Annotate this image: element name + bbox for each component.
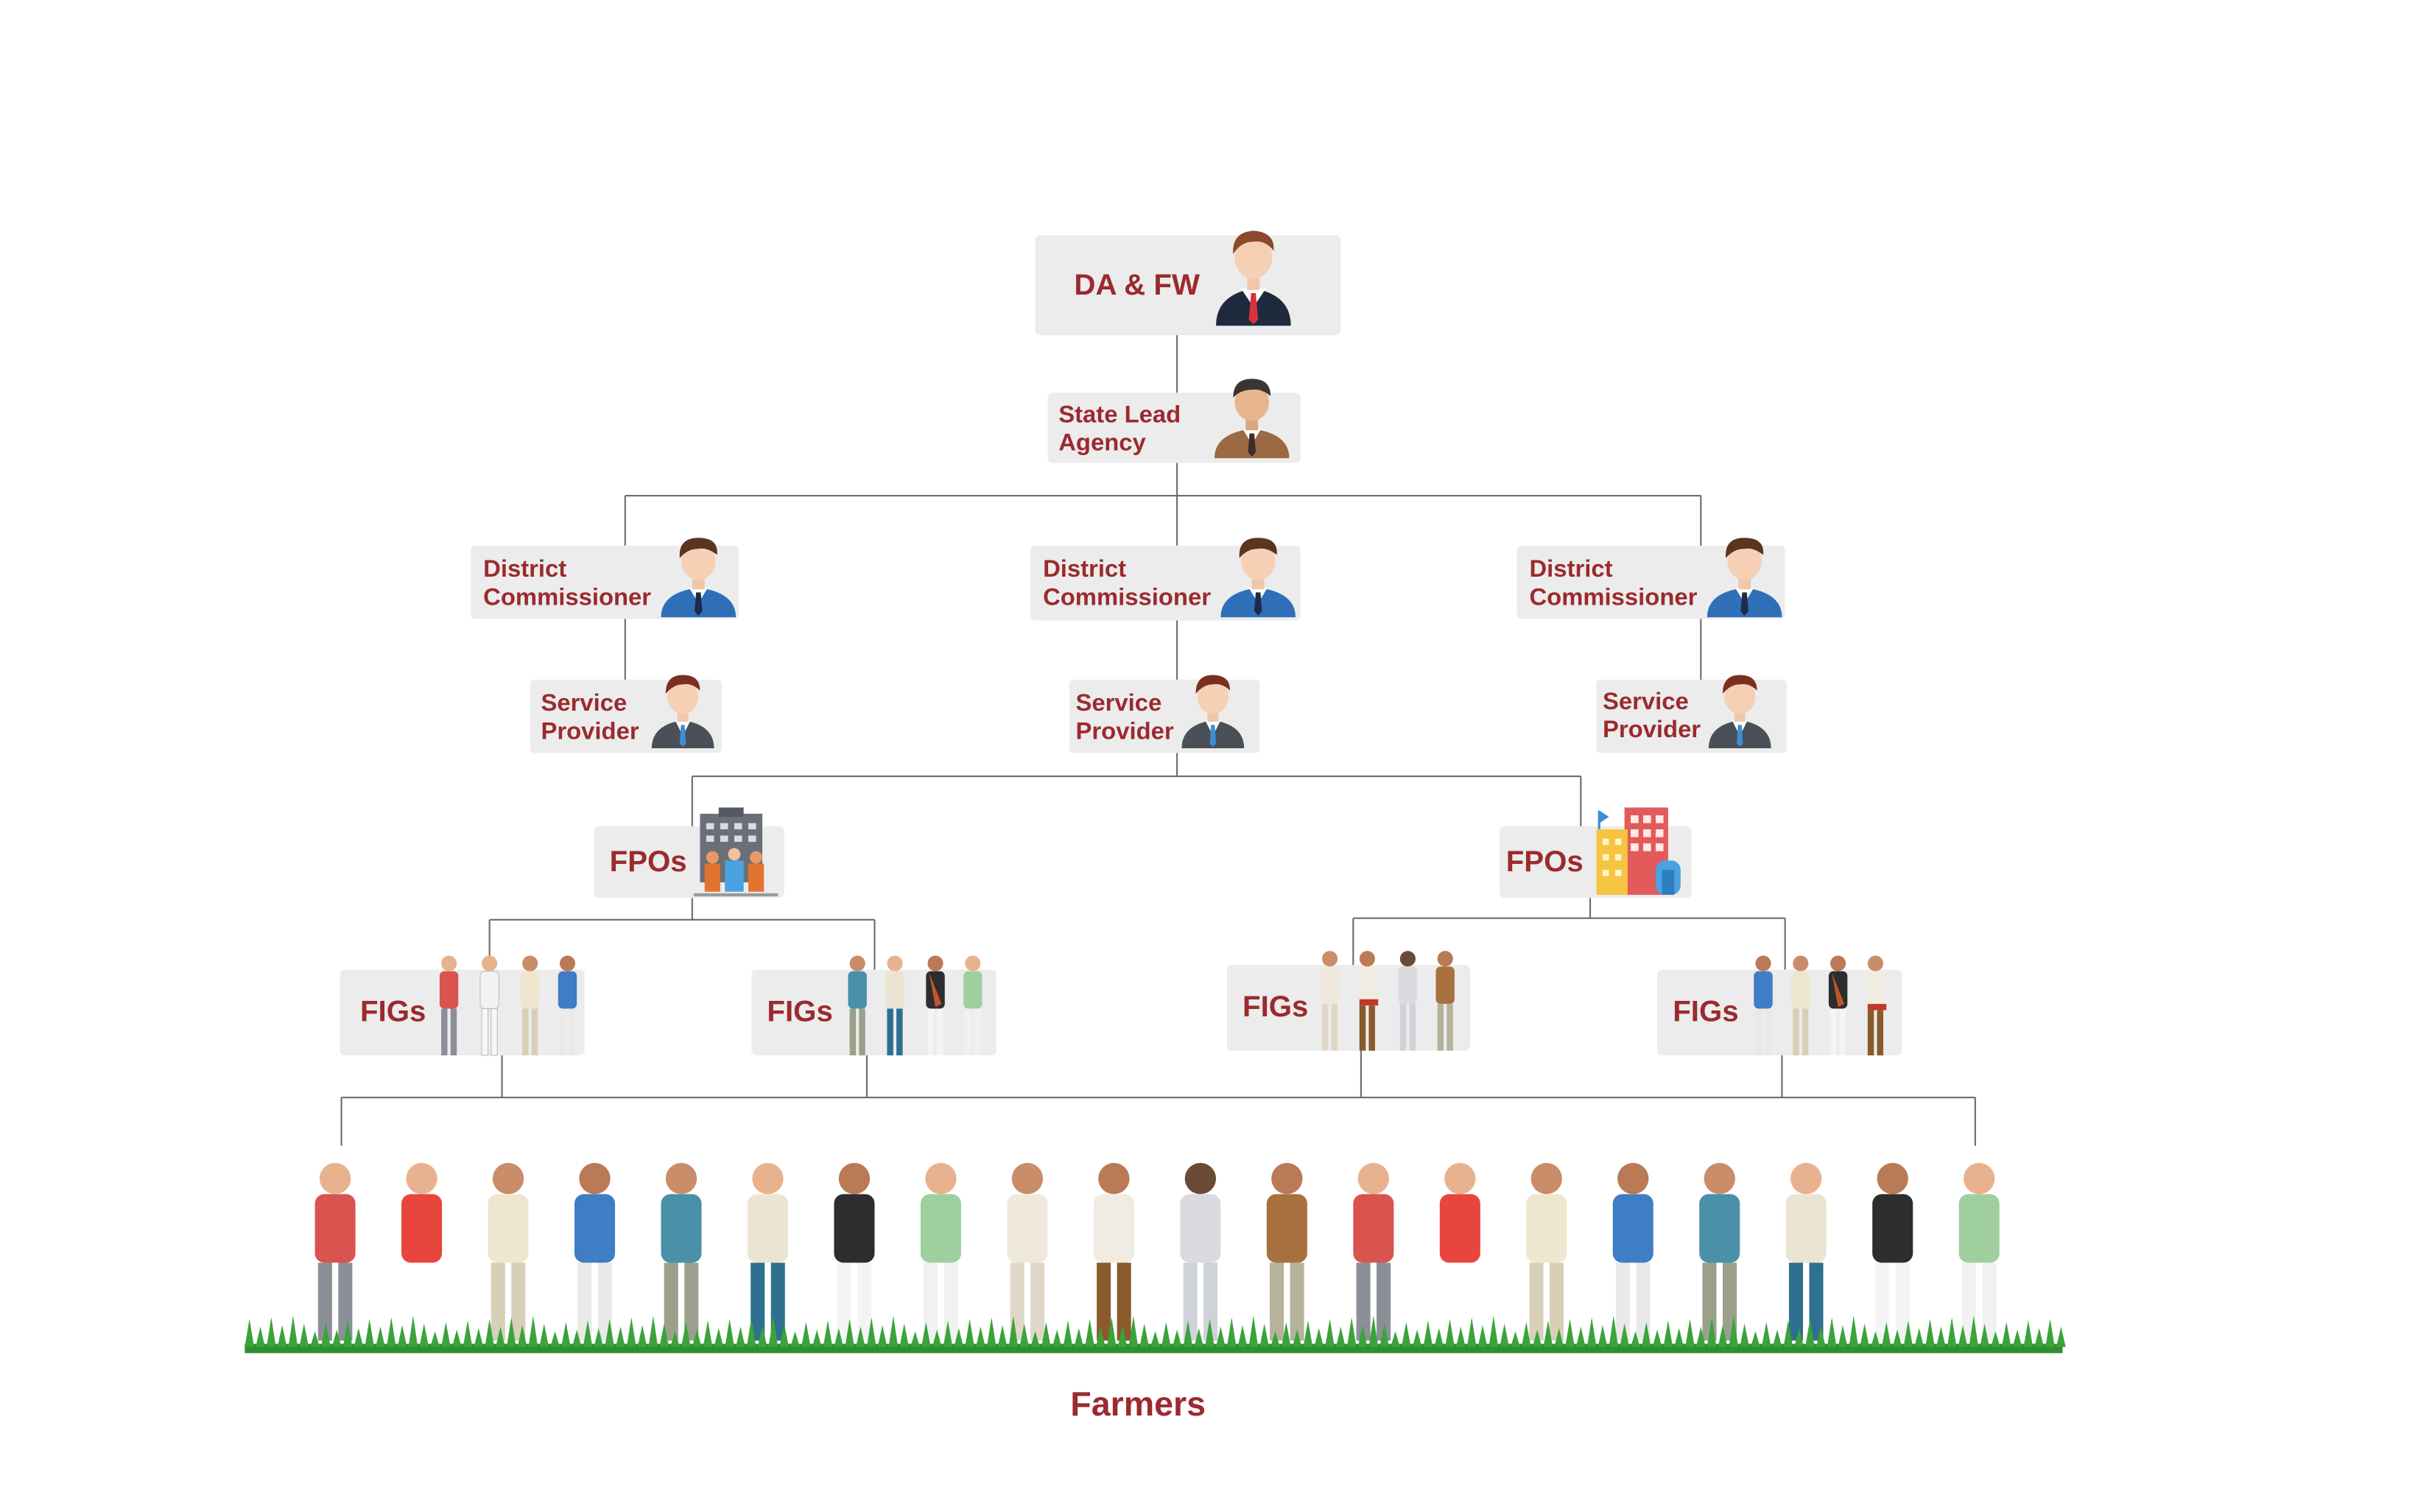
node-label: District Commissioner xyxy=(483,556,652,611)
node-da-fw: DA & FW xyxy=(1035,231,1341,336)
farmers-on-grass-illustration xyxy=(245,1163,2066,1354)
node-state-lead-agency: State Lead Agency xyxy=(1047,379,1301,463)
node-label: FIGs xyxy=(1673,996,1739,1030)
node-service-provider-2: Service Provider xyxy=(1069,675,1260,753)
node-label: FPOs xyxy=(1505,846,1584,879)
node-service-provider-1: Service Provider xyxy=(530,675,723,753)
officer-blue-suit-icon xyxy=(1707,538,1782,618)
node-label: State Lead Agency xyxy=(1058,402,1181,457)
node-figs-1: FIGs xyxy=(340,955,585,1056)
node-district-commissioner-2: District Commissioner xyxy=(1030,538,1301,621)
node-service-provider-3: Service Provider xyxy=(1596,675,1787,753)
node-label: Service Provider xyxy=(1602,689,1701,744)
node-label: FIGs xyxy=(767,996,833,1030)
node-district-commissioner-1: District Commissioner xyxy=(471,538,739,619)
node-figs-4: FIGs xyxy=(1657,955,1902,1056)
businessman-grey-suit-icon xyxy=(1181,675,1245,749)
businessman-grey-suit-icon xyxy=(651,675,714,749)
officer-blue-suit-icon xyxy=(661,538,737,618)
node-label: District Commissioner xyxy=(1043,556,1211,611)
node-figs-3: FIGs xyxy=(1226,951,1471,1051)
businessman-brown-suit-icon xyxy=(1214,379,1290,459)
colorful-buildings-icon xyxy=(1596,807,1681,895)
node-label: DA & FW xyxy=(1074,270,1200,303)
farmer-group-icon xyxy=(1754,955,1887,1056)
node-label: FIGs xyxy=(359,996,426,1030)
node-label: FIGs xyxy=(1243,991,1309,1024)
businessman-grey-suit-icon xyxy=(1708,675,1771,749)
officer-blue-suit-icon xyxy=(1220,538,1296,618)
node-label: District Commissioner xyxy=(1529,556,1698,611)
farmers-label: Farmers xyxy=(1070,1384,1206,1424)
node-label: FPOs xyxy=(609,846,687,879)
office-building-group-icon xyxy=(693,807,779,897)
farmer-group-icon xyxy=(1320,951,1455,1051)
node-label: Service Provider xyxy=(1075,690,1174,745)
node-figs-2: FIGs xyxy=(751,955,997,1056)
node-label: Service Provider xyxy=(541,690,639,745)
farmer-group-icon xyxy=(848,955,983,1056)
farmer-group-icon xyxy=(439,955,577,1056)
node-district-commissioner-3: District Commissioner xyxy=(1517,538,1785,619)
node-fpos-2: FPOs xyxy=(1500,807,1692,899)
businessman-red-tie-icon xyxy=(1216,231,1291,326)
node-fpos-1: FPOs xyxy=(594,807,784,899)
